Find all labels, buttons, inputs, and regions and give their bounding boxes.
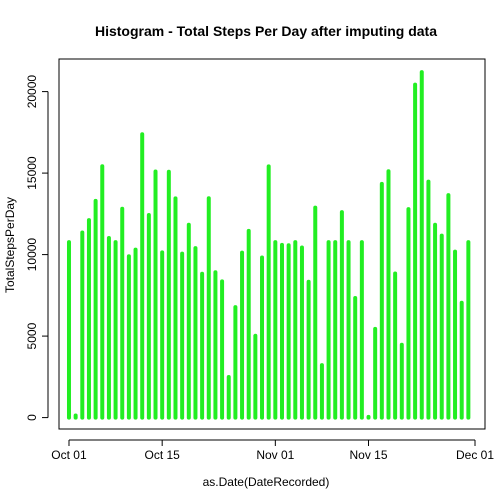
x-tick-label: Dec 01 xyxy=(456,448,494,462)
y-axis-label: TotalStepsPerDay xyxy=(3,197,17,293)
x-tick-label: Oct 15 xyxy=(144,448,180,462)
y-tick-label: 10000 xyxy=(25,238,39,272)
chart-title: Histogram - Total Steps Per Day after im… xyxy=(95,23,437,39)
x-axis-label: as.Date(DateRecorded) xyxy=(203,475,330,489)
x-tick-label: Nov 15 xyxy=(350,448,388,462)
x-tick-label: Oct 01 xyxy=(51,448,87,462)
y-tick-label: 0 xyxy=(25,414,39,421)
plot-frame xyxy=(58,58,486,430)
y-tick-label: 20000 xyxy=(25,75,39,109)
x-axis: Oct 01 Oct 15 Nov 01 Nov 15 Dec 01 xyxy=(51,439,494,462)
y-tick-label: 5000 xyxy=(25,322,39,349)
y-axis: 0 5000 10000 15000 20000 xyxy=(25,75,49,421)
bars-group xyxy=(66,70,471,420)
y-tick-label: 15000 xyxy=(25,156,39,190)
x-tick-label: Nov 01 xyxy=(256,448,294,462)
